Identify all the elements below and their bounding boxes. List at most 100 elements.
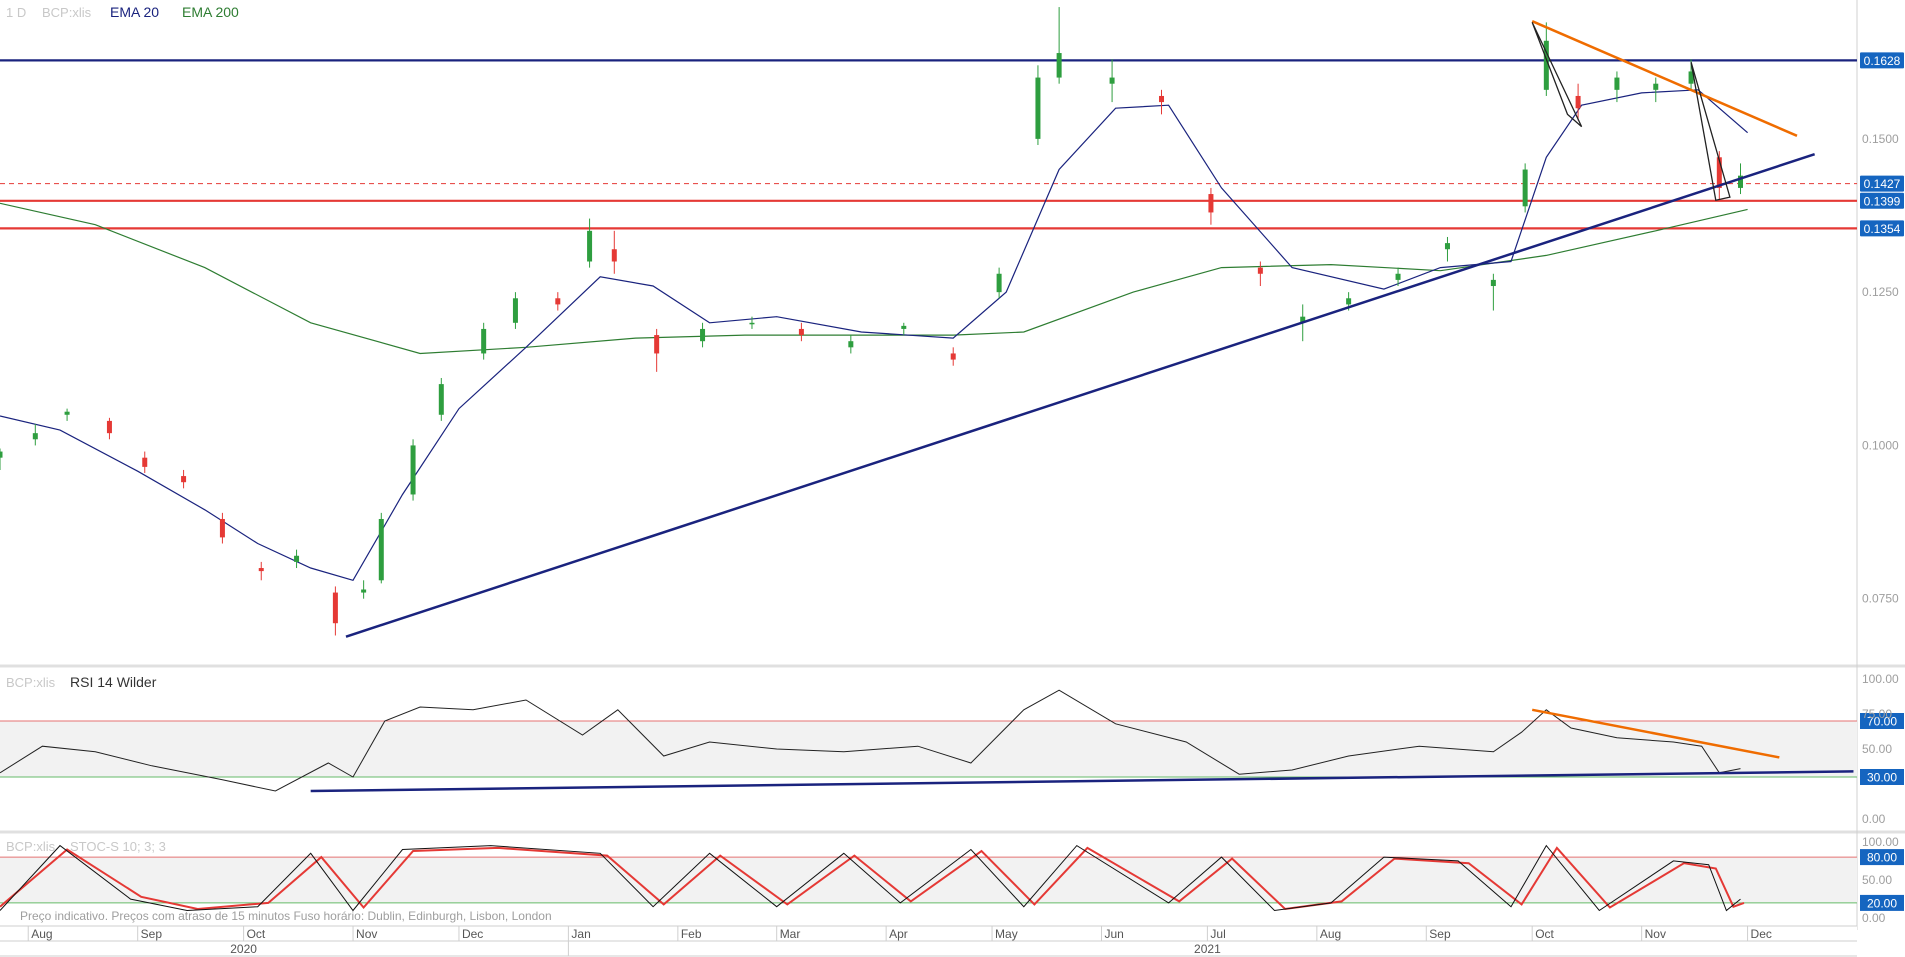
candle-body bbox=[1444, 243, 1450, 250]
candle-body bbox=[1614, 77, 1620, 90]
stoch-y-tick: 50.00 bbox=[1862, 873, 1892, 887]
rsi-y-tick: 0.00 bbox=[1862, 812, 1886, 826]
candle-body bbox=[901, 325, 907, 329]
rsi-y-tick: 50.00 bbox=[1862, 742, 1892, 756]
rsi-band bbox=[0, 721, 1857, 777]
candle-body bbox=[1035, 77, 1041, 139]
month-label: Nov bbox=[356, 927, 377, 941]
month-label: Mar bbox=[780, 927, 801, 941]
candle-body bbox=[64, 411, 70, 415]
candle-body bbox=[258, 568, 264, 572]
stoch-level-tag bbox=[1860, 894, 1904, 911]
candle-body bbox=[332, 592, 338, 624]
candle-body bbox=[555, 298, 561, 305]
candle-body bbox=[1056, 53, 1062, 78]
stoch-level-tag-text: 20.00 bbox=[1867, 896, 1897, 910]
candle-body bbox=[1575, 95, 1581, 109]
stoch-k-line bbox=[0, 844, 1741, 912]
price-pane[interactable] bbox=[0, 0, 1857, 665]
month-label: Dec bbox=[462, 927, 483, 941]
rsi-title-symbol: BCP:xlis bbox=[6, 675, 56, 690]
stoch-y-axis: 100.00 50.00 0.00 bbox=[1862, 835, 1899, 925]
pattern-triangle bbox=[1690, 62, 1731, 201]
rsi-trendline bbox=[1531, 708, 1780, 759]
price-y-tick: 0.1000 bbox=[1862, 438, 1899, 452]
candle-body bbox=[654, 335, 660, 354]
candle-body bbox=[1208, 194, 1214, 213]
rsi-trendline bbox=[310, 770, 1854, 793]
stoch-level-tag bbox=[1860, 849, 1904, 866]
rsi-levels: 70.00 30.00 bbox=[0, 713, 1904, 785]
rsi-y-tick: 75.00 bbox=[1862, 707, 1892, 721]
candle-body bbox=[1737, 175, 1743, 188]
price-trendline bbox=[1531, 20, 1798, 137]
month-label: Apr bbox=[889, 927, 908, 941]
price-legend-symbol: BCP:xlis bbox=[42, 5, 92, 20]
candle-body bbox=[512, 298, 518, 323]
month-label: May bbox=[995, 927, 1018, 941]
month-label: Jan bbox=[571, 927, 590, 941]
price-level-tag bbox=[1860, 175, 1904, 192]
candle-body bbox=[1109, 77, 1115, 84]
time-axis bbox=[0, 925, 1857, 957]
candle-body bbox=[1346, 298, 1352, 305]
ema20-line bbox=[0, 89, 1748, 582]
stoch-level-tag-text: 80.00 bbox=[1867, 851, 1897, 865]
price-level-tag bbox=[1860, 192, 1904, 209]
stoch-y-tick: 100.00 bbox=[1862, 835, 1899, 849]
candle-body bbox=[1257, 267, 1263, 274]
month-label: Aug bbox=[31, 927, 52, 941]
year-label: 2020 bbox=[230, 942, 257, 956]
rsi-trendlines bbox=[310, 708, 1854, 793]
price-y-tick: 0.1250 bbox=[1862, 285, 1899, 299]
price-trendline bbox=[345, 153, 1816, 638]
month-label: Oct bbox=[1535, 927, 1554, 941]
candle-body bbox=[438, 384, 444, 415]
price-level-tag-text: 0.1399 bbox=[1864, 194, 1901, 208]
rsi-level-tag-text: 70.00 bbox=[1867, 715, 1897, 729]
rsi-line bbox=[0, 689, 1741, 792]
candle-body bbox=[1490, 279, 1496, 287]
stoch-title-symbol: BCP:xlis bbox=[6, 839, 56, 854]
candle-body bbox=[1688, 71, 1694, 84]
price-legend-ema200: EMA 200 bbox=[182, 4, 239, 20]
price-level-tag-text: 0.1354 bbox=[1864, 222, 1901, 236]
month-label: Feb bbox=[681, 927, 702, 941]
candle-body bbox=[219, 518, 225, 538]
candle-body bbox=[749, 322, 755, 325]
rsi-level-tag-text: 30.00 bbox=[1867, 771, 1897, 785]
candle-body bbox=[587, 230, 593, 262]
pattern-triangle bbox=[1531, 22, 1583, 128]
rsi-y-tick: 100.00 bbox=[1862, 672, 1899, 686]
ema-lines bbox=[0, 89, 1748, 582]
price-level-tag bbox=[1860, 52, 1904, 69]
candle-body bbox=[1395, 273, 1401, 280]
stoch-y-tick: 0.00 bbox=[1862, 911, 1886, 925]
rsi-level-tag bbox=[1860, 713, 1904, 729]
candles bbox=[0, 7, 1743, 636]
price-level-tag-text: 0.1427 bbox=[1864, 177, 1901, 191]
candle-body bbox=[106, 420, 112, 434]
price-y-tick: 0.0750 bbox=[1862, 592, 1899, 606]
candle-body bbox=[1543, 40, 1549, 90]
price-level-tag-text: 0.1628 bbox=[1864, 54, 1901, 68]
month-label: Jul bbox=[1210, 927, 1225, 941]
month-label: Sep bbox=[141, 927, 163, 941]
price-trendlines bbox=[345, 20, 1816, 638]
price-level-labels: 0.1628 0.1427 0.1399 0.1354 bbox=[1860, 52, 1904, 237]
price-level-tag bbox=[1860, 220, 1904, 237]
candle-body bbox=[181, 476, 187, 483]
candle-body bbox=[142, 457, 148, 467]
stoch-d-line bbox=[0, 846, 1745, 911]
ema200-line bbox=[0, 202, 1748, 355]
price-y-tick: 0.1500 bbox=[1862, 132, 1899, 146]
candle-body bbox=[1522, 169, 1528, 207]
time-axis-years: 2020 2021 bbox=[230, 941, 1221, 956]
month-label: Dec bbox=[1751, 927, 1772, 941]
rsi-y-axis: 100.00 75.00 50.00 0.00 bbox=[1862, 672, 1899, 826]
price-y-axis: 0.1500 0.1250 0.1000 0.0750 bbox=[1862, 132, 1899, 606]
year-label: 2021 bbox=[1194, 942, 1221, 956]
stoch-levels: 80.00 20.00 bbox=[0, 849, 1904, 911]
candle-body bbox=[361, 589, 367, 593]
